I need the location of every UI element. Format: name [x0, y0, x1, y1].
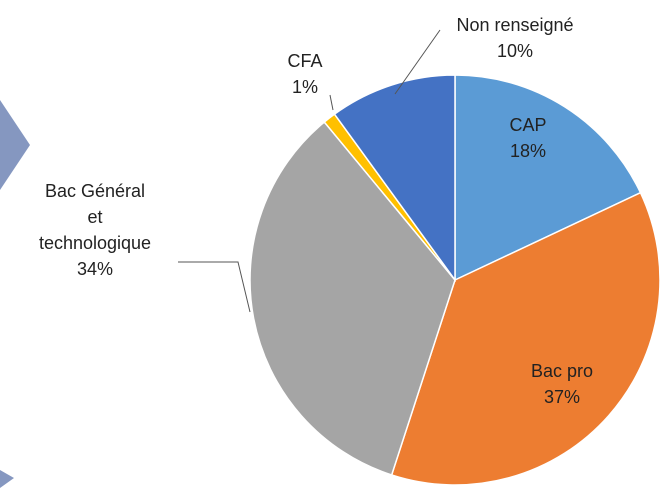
category-name: Non renseigné — [456, 15, 574, 35]
pie-slice — [454, 74, 642, 282]
category-name: CAP — [509, 115, 547, 135]
category-name: CFA — [287, 51, 323, 71]
leader-line — [394, 29, 441, 95]
percent-label: 37% — [543, 387, 581, 407]
leader-line — [178, 261, 251, 313]
decor-arrow — [0, 100, 30, 190]
slice-label: CAP 18% — [509, 112, 546, 164]
slices — [249, 74, 661, 486]
slice-label: Bac Général et technologique 34% — [39, 178, 151, 282]
decor-arrow — [0, 470, 14, 488]
category-name: Bac Général et technologique — [38, 181, 152, 253]
slice-label: Non renseigné 10% — [456, 12, 573, 64]
pie-slice — [249, 120, 456, 476]
percent-label: 18% — [509, 141, 547, 161]
leader-line — [329, 94, 334, 111]
pie-slice — [333, 74, 456, 283]
percent-label: 1% — [291, 77, 319, 97]
percent-label: 34% — [76, 259, 114, 279]
percent-label: 10% — [496, 41, 534, 61]
slice-label: Bac pro 37% — [531, 358, 593, 410]
category-name: Bac pro — [530, 361, 594, 381]
slice-label: CFA 1% — [287, 48, 322, 100]
pie-slice — [390, 191, 661, 486]
